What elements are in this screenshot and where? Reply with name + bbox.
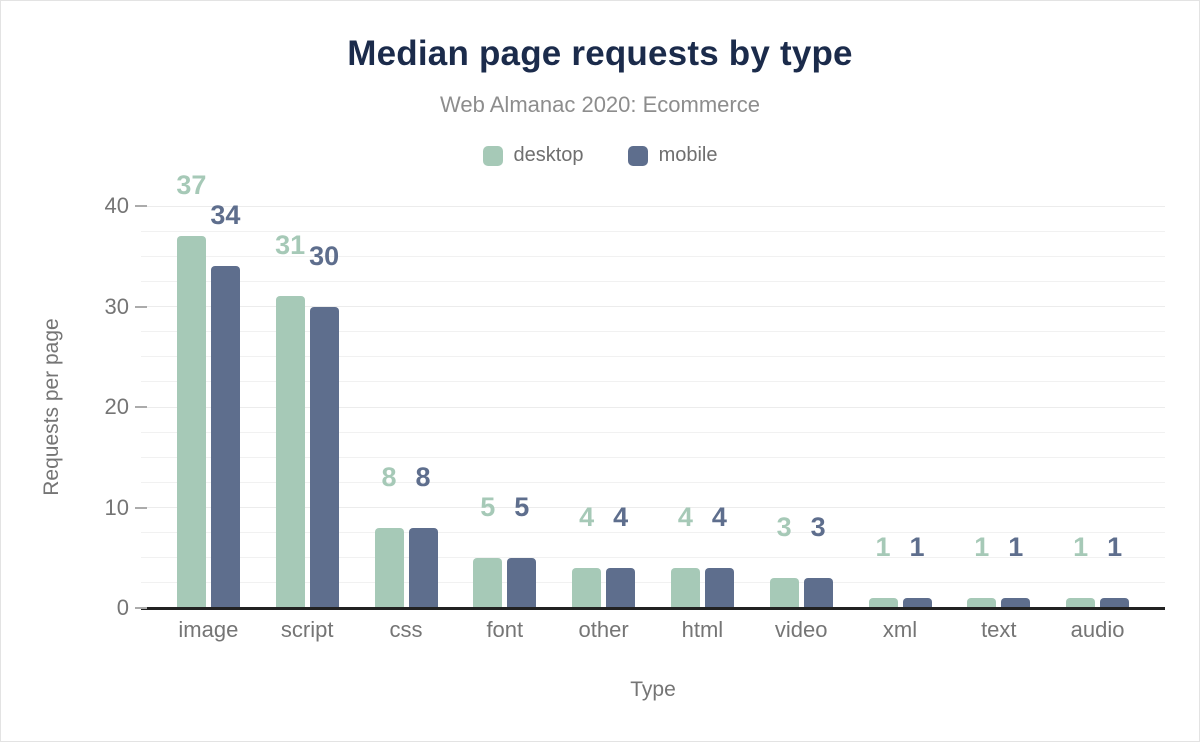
value-label-mobile-image: 34 bbox=[210, 200, 241, 231]
minor-gridline bbox=[141, 331, 1165, 333]
legend-label-mobile: mobile bbox=[658, 144, 718, 166]
y-axis-title: Requests per page bbox=[40, 318, 63, 496]
x-tick-label-html: html bbox=[681, 617, 724, 642]
plot-area: 37 31 8 5 4 4 3 1 1 1 34 30 8 5 4 4 3 1 1 1 bbox=[141, 172, 1165, 610]
minor-gridline bbox=[141, 456, 1165, 458]
minor-gridline bbox=[141, 255, 1165, 257]
value-label-desktop-html: 4 bbox=[677, 501, 693, 532]
chart-title: Median page requests by type bbox=[347, 34, 853, 73]
minor-gridline bbox=[141, 431, 1165, 433]
x-tick-label-font: font bbox=[486, 617, 524, 642]
bar-desktop-video bbox=[769, 577, 799, 608]
bar-desktop-html bbox=[670, 567, 700, 608]
value-label-desktop-script: 31 bbox=[275, 230, 306, 261]
x-tick-label-text: text bbox=[981, 617, 1017, 642]
bar-desktop-css bbox=[374, 527, 404, 608]
bar-mobile-audio bbox=[1100, 597, 1130, 608]
minor-gridline bbox=[141, 381, 1165, 383]
x-tick-label-script: script bbox=[280, 617, 334, 642]
chart-subtitle: Web Almanac 2020: Ecommerce bbox=[440, 92, 760, 117]
legend-item-mobile: mobile bbox=[627, 144, 718, 167]
major-gridline bbox=[141, 507, 1165, 508]
value-label-desktop-xml: 1 bbox=[875, 531, 891, 562]
x-axis-line bbox=[141, 607, 1165, 610]
major-gridline bbox=[141, 406, 1165, 408]
y-tick-mark-20 bbox=[135, 406, 147, 408]
bar-mobile-css bbox=[408, 527, 438, 608]
value-label-mobile-font: 5 bbox=[514, 491, 530, 522]
value-label-mobile-audio: 1 bbox=[1107, 531, 1123, 562]
bar-desktop-xml bbox=[868, 597, 898, 608]
value-label-mobile-text: 1 bbox=[1008, 531, 1024, 562]
legend-label-desktop: desktop bbox=[513, 144, 584, 166]
legend: desktop mobile bbox=[1, 144, 1199, 167]
x-tick-label-other: other bbox=[578, 617, 629, 642]
y-tick-label-10: 10 bbox=[104, 494, 129, 520]
value-label-desktop-video: 3 bbox=[776, 511, 792, 542]
value-label-desktop-font: 5 bbox=[480, 491, 496, 522]
major-gridline bbox=[141, 205, 1165, 207]
minor-gridline bbox=[141, 557, 1165, 559]
minor-gridline bbox=[141, 230, 1165, 232]
bar-mobile-text bbox=[1001, 597, 1031, 608]
legend-swatch-desktop bbox=[482, 145, 503, 166]
value-label-mobile-css: 8 bbox=[415, 461, 431, 492]
x-tick-label-image: image bbox=[178, 617, 239, 642]
bar-desktop-script bbox=[275, 296, 305, 608]
y-tick-label-30: 30 bbox=[104, 293, 129, 319]
y-tick-mark-40 bbox=[135, 205, 147, 207]
minor-gridline bbox=[141, 280, 1165, 282]
bar-desktop-other bbox=[572, 567, 602, 608]
value-label-mobile-xml: 1 bbox=[909, 531, 925, 562]
value-label-desktop-css: 8 bbox=[381, 461, 397, 492]
value-label-mobile-html: 4 bbox=[711, 501, 727, 532]
bar-mobile-image bbox=[210, 266, 240, 608]
bar-mobile-font bbox=[507, 557, 537, 608]
bar-desktop-image bbox=[176, 236, 206, 608]
x-tick-label-xml: xml bbox=[882, 617, 918, 642]
value-label-desktop-other: 4 bbox=[579, 501, 595, 532]
value-label-desktop-audio: 1 bbox=[1073, 531, 1089, 562]
minor-gridline bbox=[141, 356, 1165, 358]
value-label-mobile-video: 3 bbox=[810, 511, 826, 542]
legend-swatch-mobile bbox=[627, 145, 648, 166]
bar-desktop-audio bbox=[1066, 597, 1096, 608]
major-gridline bbox=[141, 306, 1165, 307]
bar-mobile-other bbox=[606, 567, 636, 608]
x-tick-label-video: video bbox=[774, 617, 828, 642]
minor-gridline bbox=[141, 582, 1165, 584]
value-label-mobile-other: 4 bbox=[613, 501, 629, 532]
bar-desktop-text bbox=[967, 597, 997, 608]
y-tick-label-20: 20 bbox=[104, 394, 129, 419]
y-tick-label-0: 0 bbox=[116, 595, 129, 620]
x-axis-title: Type bbox=[630, 678, 676, 701]
value-label-mobile-script: 30 bbox=[309, 240, 340, 271]
minor-gridline bbox=[141, 481, 1165, 483]
y-tick-mark-0 bbox=[135, 607, 147, 609]
value-label-desktop-image: 37 bbox=[176, 170, 207, 201]
minor-gridline bbox=[141, 532, 1165, 534]
value-label-desktop-text: 1 bbox=[974, 531, 990, 562]
x-tick-label-audio: audio bbox=[1070, 617, 1125, 642]
bar-mobile-video bbox=[803, 577, 833, 608]
y-tick-label-40: 40 bbox=[104, 193, 129, 218]
bar-mobile-script bbox=[309, 306, 339, 608]
y-tick-mark-30 bbox=[135, 305, 147, 308]
x-tick-label-css: css bbox=[389, 617, 423, 642]
legend-item-desktop: desktop bbox=[482, 144, 584, 167]
bar-mobile-xml bbox=[902, 597, 932, 608]
bar-mobile-html bbox=[704, 567, 734, 608]
bar-desktop-font bbox=[473, 557, 503, 608]
y-tick-mark-10 bbox=[135, 506, 147, 509]
